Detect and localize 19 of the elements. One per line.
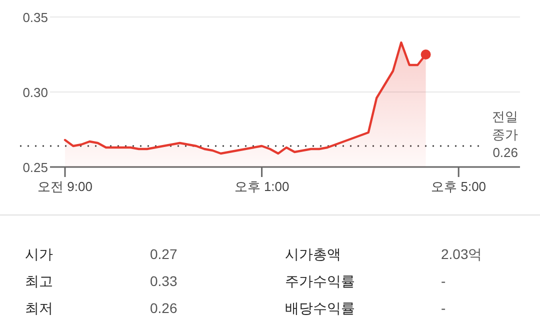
text: 배당수익률 xyxy=(285,300,355,316)
text: 0.33 xyxy=(150,273,178,289)
text: - xyxy=(441,300,446,316)
text: 0.26 xyxy=(150,300,178,316)
y-tick-label: 0.35 xyxy=(22,10,48,25)
text: - xyxy=(441,273,446,289)
x-tick-label: 오전 9:00 xyxy=(38,179,92,194)
text: 최고 xyxy=(25,273,53,289)
ref-line-label: 전일 종가 0.26 xyxy=(492,109,518,160)
text: 0.27 xyxy=(150,246,178,262)
x-tick-label: 오후 5:00 xyxy=(431,179,486,194)
text: 시가총액 xyxy=(285,246,341,262)
x-tick-label: 오후 1:00 xyxy=(234,179,290,194)
text: 시가 xyxy=(25,246,53,262)
text: 주가수익률 xyxy=(285,273,355,289)
y-tick-label: 0.30 xyxy=(22,85,48,100)
text: 최저 xyxy=(25,300,53,316)
text: 2.03억 xyxy=(441,246,482,262)
y-tick-label: 0.25 xyxy=(22,160,48,175)
